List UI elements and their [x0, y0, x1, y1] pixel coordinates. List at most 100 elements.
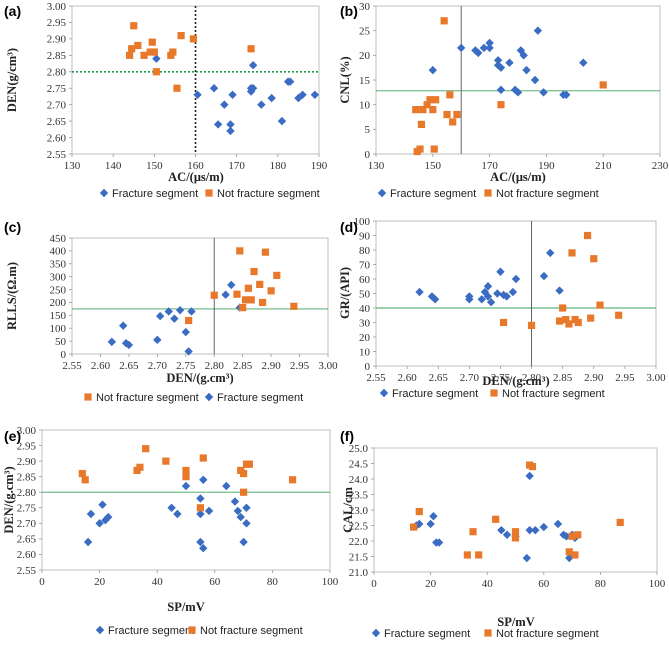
legend-fracture-marker	[95, 625, 105, 635]
y-tick-label: 23.0	[349, 505, 369, 517]
fracture-point	[510, 85, 520, 95]
fracture-point	[562, 90, 571, 99]
fracture-point	[167, 503, 176, 512]
fracture-point	[173, 509, 182, 519]
fracture-point	[209, 84, 219, 93]
legend-not-fracture-label: Not fracture segment	[502, 388, 605, 400]
fracture-point	[539, 271, 549, 281]
fracture-point	[562, 532, 571, 541]
fracture-point	[483, 292, 493, 301]
y-tick-label: 3.00	[47, 1, 67, 13]
chart-panel-a: (a) 130 140 150 160 170 180 190 2.55 2.60 2.65 2.70…	[4, 1, 328, 200]
fracture-point	[196, 509, 205, 519]
fracture-point	[153, 335, 162, 345]
not-fracture-point	[152, 68, 160, 76]
y-tick-label: 70	[359, 259, 371, 271]
not-fracture-point	[258, 298, 267, 307]
fracture-point	[483, 282, 493, 291]
x-tick-label: 2.85	[233, 360, 253, 372]
x-tick-label: 150	[146, 160, 163, 172]
not-fracture-point	[140, 51, 148, 59]
not-fracture-point	[574, 531, 582, 539]
not-fracture-point	[267, 287, 275, 295]
not-fracture-point	[148, 38, 156, 46]
x-tick-label: 2.70	[460, 372, 480, 384]
panel-label: (c)	[4, 219, 21, 235]
fracture-point	[457, 43, 466, 53]
y-tick-label: 24.5	[349, 458, 369, 470]
y-tick-label: 300	[50, 271, 67, 283]
y-tick-label: 100	[50, 323, 67, 335]
y-tick-label: 5	[365, 124, 371, 136]
not-fracture-point	[182, 473, 190, 481]
not-fracture-point	[565, 320, 573, 328]
y-tick-label: 30	[359, 1, 371, 13]
fracture-point	[187, 307, 196, 316]
fracture-point	[474, 48, 483, 58]
not-fracture-point	[247, 296, 255, 304]
y-tick-label: 400	[50, 246, 67, 258]
y-tick-label: 23.5	[349, 489, 369, 501]
legend-fracture-label: Fracture segment	[112, 188, 198, 200]
not-fracture-point	[169, 48, 177, 56]
y-tick-label: 20	[359, 50, 371, 62]
y-tick-label: 2.85	[47, 50, 67, 62]
y-tick-label: 0	[365, 149, 371, 161]
x-tick-label: 130	[64, 160, 81, 172]
x-tick-label: 2.70	[148, 360, 168, 372]
legend: Fracture segment Not fracture segment	[379, 388, 605, 400]
fracture-point	[170, 314, 179, 323]
x-tick-label: 2.80	[205, 360, 225, 372]
fracture-point	[83, 537, 93, 547]
x-tick-label: 210	[595, 160, 612, 172]
y-tick-label: 2.85	[17, 471, 37, 483]
x-tick-label: 2.95	[615, 372, 635, 384]
y-tick-label: 30	[359, 317, 371, 329]
panel-label: (a)	[4, 3, 21, 19]
fracture-point	[546, 248, 555, 258]
legend-fracture-marker	[99, 188, 109, 198]
y-tick-label: 21.5	[349, 551, 369, 563]
x-tick-label: 2.60	[397, 372, 417, 384]
legend-not-fracture-label: Not fracture segment	[200, 625, 303, 637]
fracture-point	[497, 525, 506, 535]
fracture-point	[465, 295, 474, 304]
not-fracture-point	[562, 316, 570, 324]
legend: Fracture segment Not fracture segment	[95, 625, 303, 637]
y-tick-label: 2.95	[47, 17, 67, 29]
not-fracture-point	[463, 551, 471, 559]
legend-fracture-label: Fracture segment	[108, 625, 194, 637]
fracture-point	[164, 307, 173, 316]
x-tick-label: 40	[482, 578, 494, 590]
legend-fracture-label: Fracture segment	[392, 388, 478, 400]
not-fracture-point	[430, 145, 438, 153]
fracture-point	[415, 519, 424, 529]
not-fracture-point	[182, 466, 190, 475]
y-tick-label: 10	[359, 99, 371, 111]
y-axis-label: GR/(API)	[338, 267, 352, 319]
legend-not-fracture-label: Not fracture segment	[217, 188, 320, 200]
x-tick-label: 2.65	[119, 360, 139, 372]
y-tick-label: 40	[359, 303, 371, 315]
fracture-point	[227, 280, 236, 290]
fracture-point	[233, 506, 243, 516]
not-fracture-point	[233, 290, 241, 298]
y-tick-label: 15	[359, 75, 371, 87]
x-axis-label: DEN/(g.cm³)	[166, 371, 233, 385]
not-fracture-point	[199, 454, 207, 462]
fracture-point	[479, 43, 489, 53]
not-fracture-point	[417, 120, 426, 128]
fracture-point	[193, 90, 202, 99]
x-tick-label: 180	[270, 160, 287, 172]
not-fracture-point	[453, 110, 461, 119]
x-tick-label: 2.80	[522, 372, 542, 384]
y-tick-label: 0	[61, 349, 67, 361]
not-fracture-point	[596, 301, 604, 309]
panel-label: (b)	[340, 3, 358, 19]
not-fracture-point	[497, 101, 505, 109]
fracture-point	[155, 311, 165, 321]
not-fracture-point	[136, 463, 144, 471]
fracture-point	[239, 537, 248, 547]
x-tick-label: 0	[39, 576, 45, 588]
